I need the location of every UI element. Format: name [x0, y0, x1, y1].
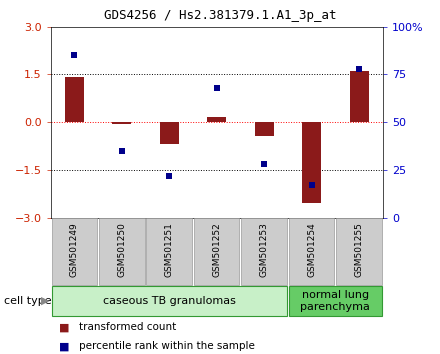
Bar: [255, 122, 274, 136]
Bar: [207, 118, 226, 122]
Text: GSM501250: GSM501250: [117, 222, 126, 277]
Bar: [289, 218, 334, 285]
Bar: [289, 286, 382, 315]
Point: [118, 148, 125, 154]
Bar: [51, 286, 287, 315]
Bar: [51, 218, 97, 285]
Text: GSM501251: GSM501251: [165, 222, 174, 277]
Text: GDS4256 / Hs2.381379.1.A1_3p_at: GDS4256 / Hs2.381379.1.A1_3p_at: [104, 9, 336, 22]
Point: [71, 52, 78, 58]
Text: GSM501252: GSM501252: [212, 222, 221, 277]
Bar: [350, 71, 369, 122]
Bar: [99, 218, 145, 285]
Text: ▶: ▶: [40, 296, 49, 306]
Bar: [194, 218, 239, 285]
Bar: [112, 122, 131, 124]
Text: normal lung
parenchyma: normal lung parenchyma: [301, 290, 370, 312]
Bar: [147, 218, 192, 285]
Text: cell type: cell type: [4, 296, 52, 306]
Text: caseous TB granulomas: caseous TB granulomas: [103, 296, 236, 306]
Point: [356, 66, 363, 72]
Text: transformed count: transformed count: [79, 322, 176, 332]
Bar: [160, 122, 179, 144]
Point: [213, 85, 220, 91]
Bar: [65, 77, 84, 122]
Text: GSM501254: GSM501254: [307, 222, 316, 277]
Point: [308, 182, 315, 188]
Text: GSM501249: GSM501249: [70, 222, 79, 277]
Text: GSM501253: GSM501253: [260, 222, 269, 277]
Text: ■: ■: [59, 341, 70, 351]
Point: [260, 161, 268, 167]
Text: GSM501255: GSM501255: [355, 222, 363, 277]
Point: [166, 173, 173, 178]
Bar: [242, 218, 287, 285]
Bar: [336, 218, 382, 285]
Bar: [302, 122, 321, 203]
Text: percentile rank within the sample: percentile rank within the sample: [79, 341, 255, 351]
Text: ■: ■: [59, 322, 70, 332]
